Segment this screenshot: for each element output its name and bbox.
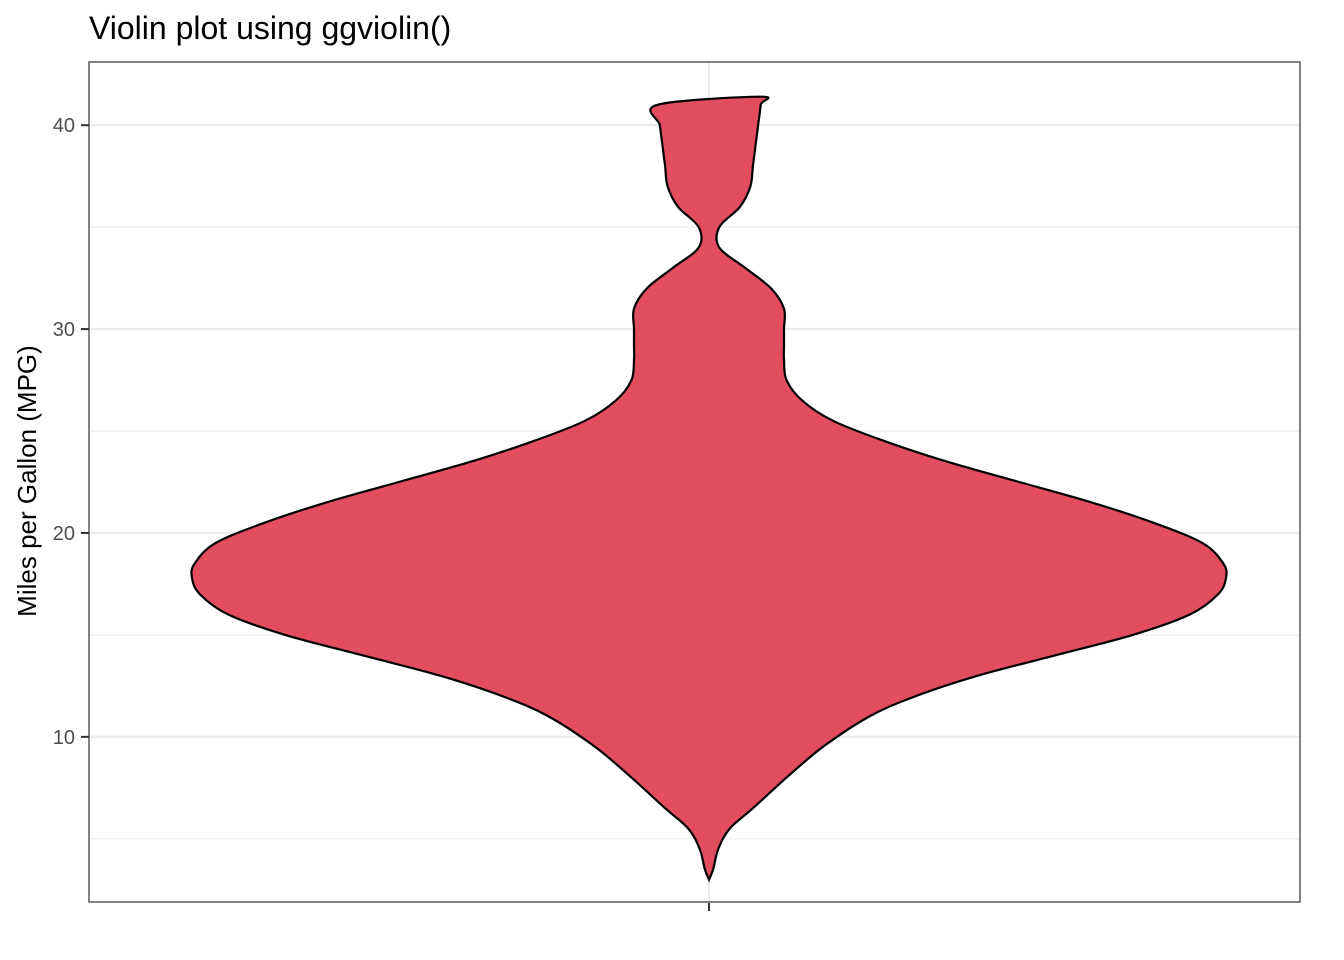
y-tick-label: 10 (53, 727, 75, 749)
y-tick-label: 20 (53, 523, 75, 545)
plot-panel-border (88, 61, 1301, 903)
y-axis-label: Miles per Gallon (MPG) (12, 345, 42, 617)
y-axis-ticks: 10 20 30 40 (53, 115, 89, 749)
y-tick-label: 30 (53, 319, 75, 341)
chart-title: Violin plot using ggviolin() (89, 10, 451, 46)
violin-shape (190, 95, 1228, 883)
y-tick-label: 40 (53, 115, 75, 137)
